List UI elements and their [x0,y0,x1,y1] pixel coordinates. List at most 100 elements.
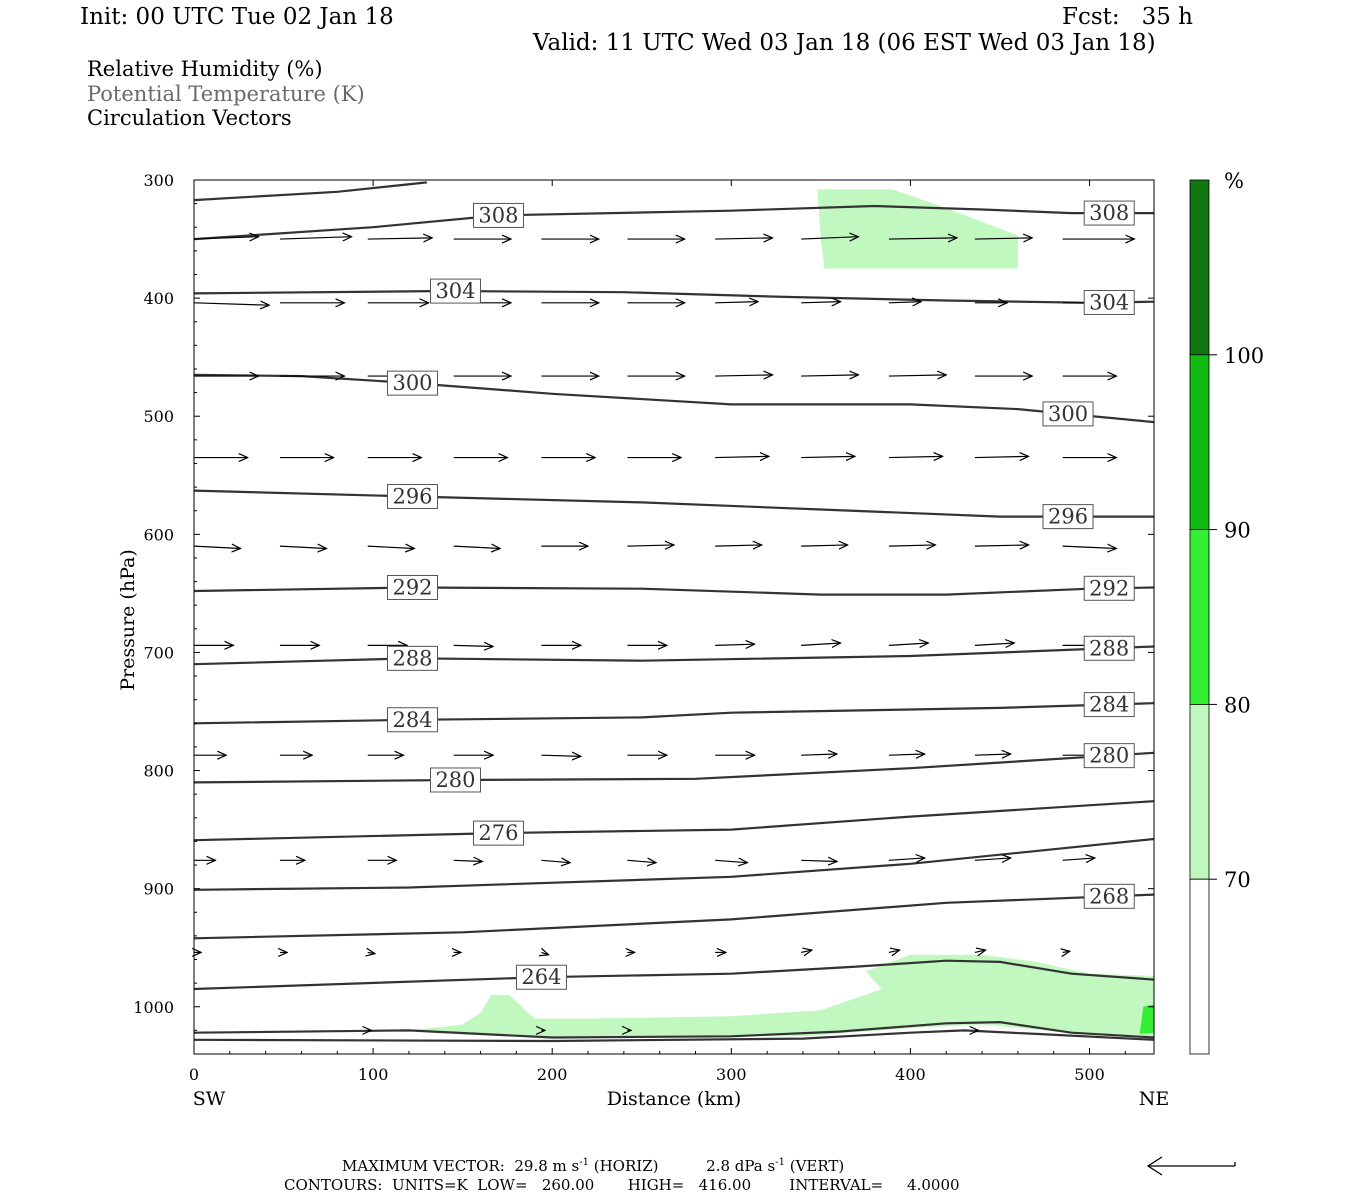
contour-label-box [1042,504,1094,530]
circulation-vector [367,546,415,548]
theta-contour-296 [193,489,1154,518]
circulation-vector [715,456,769,457]
contour-info-note: CONTOURS: UNITS=K LOW= 260.00 HIGH= 416.… [284,1176,960,1194]
colorbar-unit: % [1224,169,1244,193]
theta-contour-300 [193,373,1155,424]
contour-label: 280 [435,768,475,792]
circulation-vector [193,303,269,305]
circulation-vector [279,546,327,548]
circulation-vector [801,302,840,303]
circulation-vector [715,545,762,546]
contour-label: 280 [1089,744,1129,768]
contour-label-box [1083,635,1135,661]
circulation-vector [193,237,258,239]
x-axis-label: Distance (km) [607,1088,742,1110]
valid-time: Valid: 11 UTC Wed 03 Jan 18 (06 EST Wed … [533,30,1156,56]
circulation-vector [974,456,1029,457]
circulation-vector [368,952,375,953]
y-tick-label: 400 [143,289,174,308]
circulation-vector [974,950,986,952]
colorbar-level-label: 100 [1224,344,1264,368]
y-tick-label: 900 [143,880,174,899]
contour-label-box [387,370,439,396]
field-rh-label: Relative Humidity (%) [87,57,323,81]
circulation-vector [801,545,848,546]
circulation-vector [801,643,840,645]
reference-vector-head [1146,1156,1163,1176]
circulation-vector [367,238,432,239]
circulation-vector [541,860,570,862]
circulation-vector [453,860,483,861]
colorbar-level-label: 70 [1224,868,1251,892]
contour-label: 308 [478,203,518,227]
contour-label: 292 [1089,576,1129,600]
x-tick-label: 100 [358,1065,389,1084]
contour-label-box [1083,575,1135,601]
circulation-vector [1063,951,1070,952]
colorbar-segment [1189,704,1210,880]
contour-label: 276 [478,821,518,845]
contour-label-box [429,278,481,304]
contour-label-box [1083,883,1135,909]
init-time: Init: 00 UTC Tue 02 Jan 18 [80,4,394,30]
theta-contour-284 [193,702,1155,725]
theta-contour-288 [193,645,1155,666]
contour-label: 268 [1089,884,1129,908]
circulation-vector [974,858,1011,860]
contour-label-box [1042,401,1094,427]
circulation-vector [888,302,921,303]
contour-label-box [1083,289,1135,315]
circulation-vector [715,302,758,303]
colorbar-level-label: 90 [1224,519,1251,543]
theta-contour-264 [193,959,1155,991]
circulation-vector [715,238,772,239]
y-tick-label: 500 [143,407,174,426]
contour-label: 304 [435,279,475,303]
circulation-vector [541,952,548,954]
contour-label-box [1083,200,1135,226]
circulation-vector [715,375,772,376]
colorbar-segment [1189,529,1210,705]
colorbar-segment [1189,354,1210,530]
contour-label-box [387,574,439,600]
circulation-vector [715,644,754,645]
circulation-vector [974,754,1011,755]
y-tick-label: 700 [143,643,174,662]
x-tick-label: 400 [895,1065,926,1084]
circulation-vector [453,645,493,646]
circulation-vector [974,238,1032,239]
y-tick-label: 800 [143,762,174,781]
contour-label: 304 [1089,290,1129,314]
x-tick-label: 0 [189,1065,199,1084]
circulation-vector [541,755,580,756]
colorbar-segment [1189,878,1210,1055]
contour-label-box [472,202,524,228]
contour-label: 300 [1048,402,1088,426]
contour-label-box [472,820,524,846]
contour-label-box [1083,692,1135,718]
theta-contour-308 [193,181,427,202]
circulation-vector [888,643,928,645]
contour-label: 308 [1089,201,1129,225]
contour-label-box [387,645,439,671]
x-tick-label: 500 [1074,1065,1105,1084]
contour-label: 264 [521,965,561,989]
y-axis-label: Pressure (hPa) [117,549,139,691]
colorbar-segment [1189,179,1210,356]
circulation-vector [801,456,855,457]
contour-label-box [387,484,439,510]
circulation-vector [453,546,501,548]
contour-label-box [387,707,439,733]
theta-contour-272 [193,837,1155,891]
circulation-vector [888,375,946,376]
circulation-vector [801,860,837,861]
circulation-vector [974,545,1029,546]
field-vectors-label: Circulation Vectors [87,106,292,130]
theta-contour-280 [193,751,1155,784]
theta-contour-268 [193,893,1155,940]
rh-area-80-90 [1139,1004,1154,1034]
x-tick-label: 200 [537,1065,568,1084]
circulation-vector [974,643,1014,645]
circulation-vector [888,238,957,239]
